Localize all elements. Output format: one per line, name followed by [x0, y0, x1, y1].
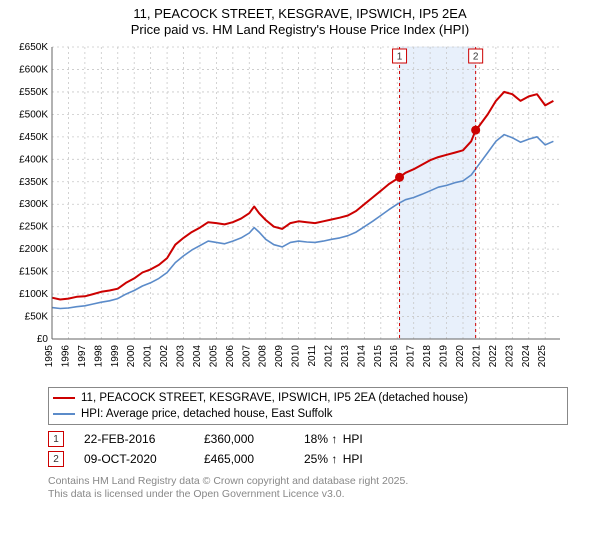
svg-text:1999: 1999	[110, 345, 121, 368]
svg-text:1997: 1997	[77, 345, 88, 368]
chart-title-block: 11, PEACOCK STREET, KESGRAVE, IPSWICH, I…	[8, 6, 592, 37]
price-chart-svg: £0 £50K £100K £150K £200K £250K £300K £350K £400…	[8, 41, 568, 381]
svg-text:2010: 2010	[291, 345, 302, 368]
svg-text:2019: 2019	[439, 345, 450, 368]
marker-table: 1 22-FEB-2016 £360,000 18% ↑ HPI 2 09-OC…	[48, 429, 592, 469]
svg-text:2022: 2022	[488, 345, 499, 368]
svg-text:2011: 2011	[307, 345, 318, 367]
legend-row-hpi: HPI: Average price, detached house, East…	[53, 406, 563, 422]
svg-text:2002: 2002	[159, 345, 170, 368]
footer-attribution: Contains HM Land Registry data © Crown c…	[48, 475, 592, 500]
legend-box: 11, PEACOCK STREET, KESGRAVE, IPSWICH, I…	[48, 387, 568, 425]
svg-text:2016: 2016	[389, 345, 400, 368]
svg-text:2021: 2021	[471, 345, 482, 368]
svg-text:2018: 2018	[422, 345, 433, 368]
chart-area: £0 £50K £100K £150K £200K £250K £300K £350K £400…	[8, 41, 592, 381]
svg-text:£50K: £50K	[25, 312, 49, 323]
chart-title-address: 11, PEACOCK STREET, KESGRAVE, IPSWICH, I…	[8, 6, 592, 22]
svg-text:2: 2	[473, 52, 479, 63]
svg-text:2024: 2024	[521, 345, 532, 368]
svg-text:1998: 1998	[93, 345, 104, 368]
marker-date-2: 09-OCT-2020	[84, 452, 204, 466]
svg-text:2017: 2017	[406, 345, 417, 368]
marker-price-1: £360,000	[204, 432, 304, 446]
marker-price-2: £465,000	[204, 452, 304, 466]
svg-text:2015: 2015	[373, 345, 384, 368]
svg-text:2001: 2001	[143, 345, 154, 368]
marker-row-2: 2 09-OCT-2020 £465,000 25% ↑ HPI	[48, 449, 592, 469]
marker-badge-1: 1	[48, 431, 64, 447]
svg-text:2005: 2005	[208, 345, 219, 368]
marker-date-1: 22-FEB-2016	[84, 432, 204, 446]
svg-text:£200K: £200K	[19, 244, 48, 255]
svg-text:£400K: £400K	[19, 154, 48, 165]
svg-text:1: 1	[397, 52, 403, 63]
legend-swatch-hpi	[53, 413, 75, 415]
svg-text:£0: £0	[37, 334, 49, 345]
marker-delta-1: 18% ↑ HPI	[304, 432, 363, 446]
svg-text:2004: 2004	[192, 345, 203, 368]
svg-text:2009: 2009	[274, 345, 285, 368]
svg-text:2012: 2012	[323, 345, 334, 368]
svg-text:£150K: £150K	[19, 267, 48, 278]
marker-delta-2: 25% ↑ HPI	[304, 452, 363, 466]
svg-text:£250K: £250K	[19, 222, 48, 233]
svg-text:1995: 1995	[44, 345, 55, 368]
svg-text:£450K: £450K	[19, 132, 48, 143]
svg-text:2013: 2013	[340, 345, 351, 368]
footer-line-1: Contains HM Land Registry data © Crown c…	[48, 475, 592, 488]
legend-label-hpi: HPI: Average price, detached house, East…	[81, 408, 332, 420]
svg-text:2008: 2008	[258, 345, 269, 368]
marker-row-1: 1 22-FEB-2016 £360,000 18% ↑ HPI	[48, 429, 592, 449]
svg-text:£300K: £300K	[19, 199, 48, 210]
svg-text:2006: 2006	[225, 345, 236, 368]
svg-text:£650K: £650K	[19, 42, 48, 53]
marker-badge-2: 2	[48, 451, 64, 467]
svg-text:2007: 2007	[241, 345, 252, 368]
svg-text:2003: 2003	[176, 345, 187, 368]
svg-text:1996: 1996	[60, 345, 71, 368]
svg-text:£100K: £100K	[19, 289, 48, 300]
up-arrow-icon: ↑	[331, 452, 337, 466]
svg-text:2000: 2000	[126, 345, 137, 368]
svg-text:£550K: £550K	[19, 87, 48, 98]
footer-line-2: This data is licensed under the Open Gov…	[48, 488, 592, 501]
svg-text:2023: 2023	[504, 345, 515, 368]
svg-text:2020: 2020	[455, 345, 466, 368]
svg-text:£350K: £350K	[19, 177, 48, 188]
chart-subtitle: Price paid vs. HM Land Registry's House …	[8, 22, 592, 38]
svg-text:£600K: £600K	[19, 65, 48, 76]
legend-swatch-property	[53, 397, 75, 399]
legend-label-property: 11, PEACOCK STREET, KESGRAVE, IPSWICH, I…	[81, 392, 468, 404]
up-arrow-icon: ↑	[331, 432, 337, 446]
legend-row-property: 11, PEACOCK STREET, KESGRAVE, IPSWICH, I…	[53, 390, 563, 406]
svg-text:£500K: £500K	[19, 110, 48, 121]
svg-text:2014: 2014	[356, 345, 367, 368]
svg-text:2025: 2025	[537, 345, 548, 368]
